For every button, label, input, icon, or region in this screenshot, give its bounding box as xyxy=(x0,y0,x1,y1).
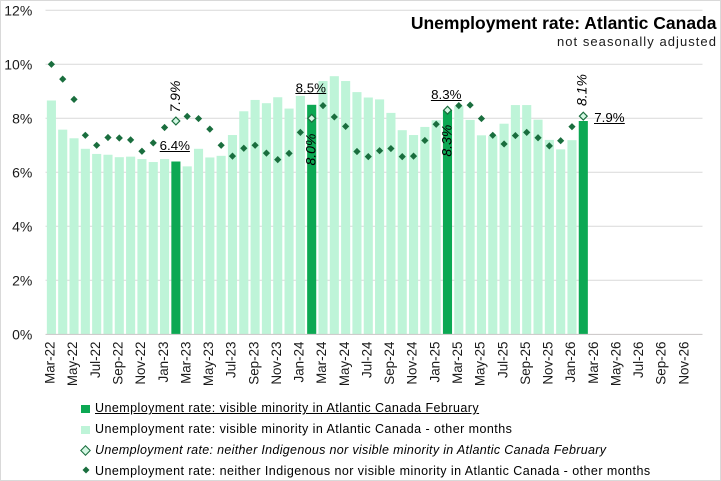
svg-text:Sep-23: Sep-23 xyxy=(246,342,261,385)
svg-text:Nov-25: Nov-25 xyxy=(541,342,556,385)
svg-text:May-24: May-24 xyxy=(337,341,352,386)
svg-text:Jul-25: Jul-25 xyxy=(495,341,510,377)
svg-text:May-22: May-22 xyxy=(65,342,80,387)
svg-text:8.0%: 8.0% xyxy=(303,134,319,166)
svg-text:Mar-25: Mar-25 xyxy=(450,342,465,384)
svg-text:8.3%: 8.3% xyxy=(439,125,455,157)
svg-text:6.4%: 6.4% xyxy=(160,138,190,153)
svg-text:6%: 6% xyxy=(12,164,32,180)
svg-text:Mar-26: Mar-26 xyxy=(586,342,601,384)
svg-text:8.1%: 8.1% xyxy=(574,74,590,106)
svg-text:Jul-22: Jul-22 xyxy=(88,342,103,378)
svg-text:Jul-23: Jul-23 xyxy=(224,342,239,378)
svg-text:Mar-23: Mar-23 xyxy=(178,342,193,384)
svg-text:Sep-26: Sep-26 xyxy=(654,342,669,385)
svg-text:10%: 10% xyxy=(4,56,32,72)
svg-text:8.3%: 8.3% xyxy=(431,87,461,102)
svg-text:Nov-24: Nov-24 xyxy=(405,341,420,385)
svg-text:Jan-24: Jan-24 xyxy=(292,341,307,382)
svg-text:May-23: May-23 xyxy=(201,342,216,387)
svg-text:Nov-22: Nov-22 xyxy=(133,342,148,385)
svg-text:Jul-26: Jul-26 xyxy=(631,342,646,378)
svg-text:Sep-24: Sep-24 xyxy=(382,341,397,385)
svg-text:Nov-23: Nov-23 xyxy=(269,342,284,385)
svg-text:2%: 2% xyxy=(12,272,32,288)
svg-text:0%: 0% xyxy=(12,326,32,342)
svg-text:4%: 4% xyxy=(12,218,32,234)
svg-text:Jan-26: Jan-26 xyxy=(563,342,578,383)
svg-text:7.9%: 7.9% xyxy=(594,110,624,125)
svg-text:May-26: May-26 xyxy=(608,342,623,387)
svg-text:Jan-23: Jan-23 xyxy=(156,342,171,383)
svg-text:Sep-25: Sep-25 xyxy=(518,342,533,385)
svg-text:Mar-24: Mar-24 xyxy=(314,341,329,384)
svg-text:7.9%: 7.9% xyxy=(167,81,183,113)
svg-text:Sep-22: Sep-22 xyxy=(111,342,126,385)
svg-text:8.5%: 8.5% xyxy=(296,81,326,96)
svg-text:Jan-25: Jan-25 xyxy=(427,342,442,383)
svg-text:8%: 8% xyxy=(12,110,32,126)
svg-text:Nov-26: Nov-26 xyxy=(676,342,691,385)
svg-text:Jul-24: Jul-24 xyxy=(360,341,375,378)
svg-text:12%: 12% xyxy=(4,2,32,18)
svg-text:Mar-22: Mar-22 xyxy=(43,342,58,384)
svg-text:May-25: May-25 xyxy=(473,342,488,387)
